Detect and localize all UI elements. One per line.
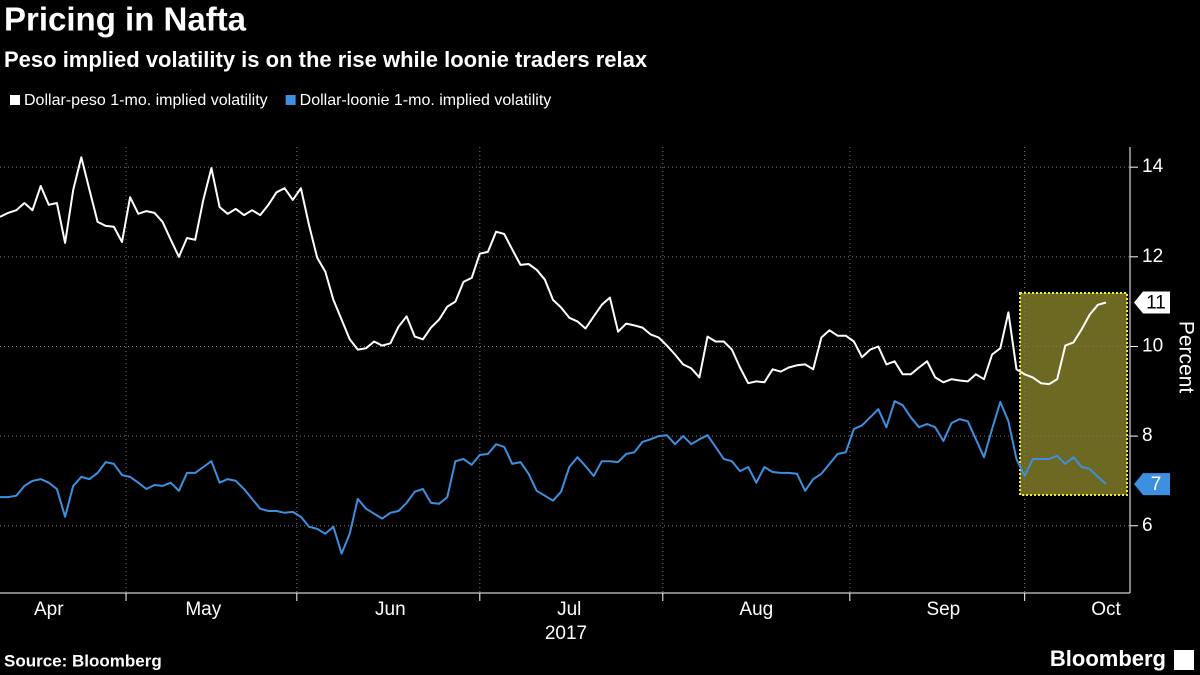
series-line (0, 400, 1107, 555)
legend-label: Dollar-loonie 1-mo. implied volatility (300, 92, 552, 109)
highlight-box (1019, 292, 1128, 496)
y-tick-label: 14 (1142, 156, 1164, 177)
end-label: 11 (1146, 293, 1166, 314)
x-tick-label: Jun (375, 599, 406, 620)
x-tick-label: May (185, 599, 221, 620)
end-label-box (1134, 291, 1170, 314)
x-tick-label: Aug (739, 599, 773, 620)
x-tick-label: Oct (1091, 599, 1121, 620)
source: Source: Bloomberg (4, 651, 162, 670)
legend-label: Dollar-peso 1-mo. implied volatility (24, 92, 268, 109)
y-tick-label: 10 (1142, 335, 1163, 356)
end-label-box (1134, 473, 1170, 496)
chart-subtitle: Peso implied volatility is on the rise w… (4, 47, 648, 72)
y-tick-label: 8 (1142, 425, 1153, 446)
end-label: 7 (1151, 474, 1162, 495)
chart-title: Pricing in Nafta (4, 1, 247, 38)
legend-swatch (285, 95, 296, 105)
x-axis-label: 2017 (545, 623, 587, 644)
y-axis-label: Percent (1174, 321, 1197, 394)
x-tick-label: Sep (926, 599, 960, 620)
x-tick-label: Jul (557, 599, 581, 620)
brand: Bloomberg (1050, 646, 1166, 671)
brand-icon (1174, 650, 1194, 670)
legend-swatch (10, 95, 20, 105)
y-tick-label: 12 (1142, 246, 1163, 267)
x-tick-label: Apr (34, 599, 64, 620)
series-line (0, 156, 1107, 386)
y-tick-label: 6 (1142, 515, 1153, 536)
